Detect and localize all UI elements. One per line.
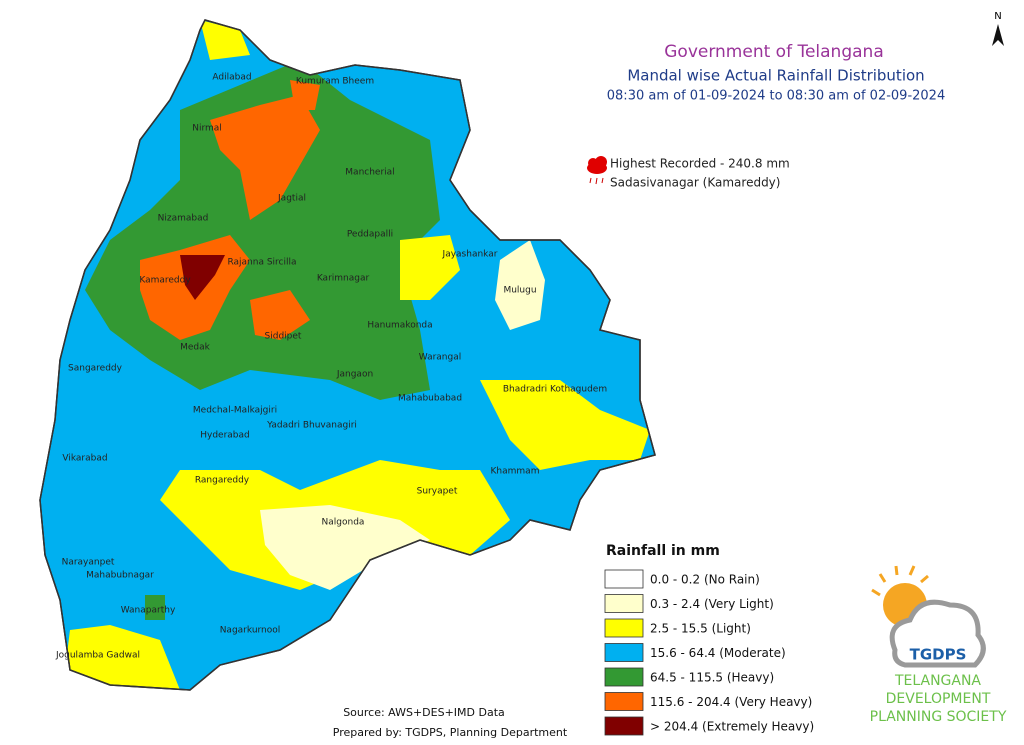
district-label: Wanaparthy — [121, 606, 176, 616]
district-label: Yadadri Bhuvanagiri — [266, 421, 357, 431]
rain-icon — [587, 156, 607, 185]
district-label: Nagarkurnool — [220, 626, 281, 636]
prepared-by: Prepared by: TGDPS, Planning Department — [333, 726, 568, 739]
district-label: Mahabubnagar — [86, 571, 154, 581]
district-label: Peddapalli — [347, 230, 393, 240]
legend-label: 0.0 - 0.2 (No Rain) — [650, 573, 760, 587]
legend-title: Rainfall in mm — [606, 543, 720, 559]
district-label: Nizamabad — [158, 214, 209, 224]
district-label: Bhadradri Kothagudem — [503, 385, 607, 395]
district-label: Jogulamba Gadwal — [55, 651, 140, 661]
district-label: Mahabubabad — [398, 394, 462, 404]
logo: TGDPS — [871, 565, 986, 668]
north-label: N — [994, 11, 1001, 22]
legend-swatch — [604, 643, 644, 662]
north-arrow — [992, 24, 1004, 46]
district-label: Nalgonda — [322, 518, 365, 528]
logo-name: PLANNING SOCIETY — [870, 709, 1007, 725]
state-border — [39, 19, 656, 691]
district-label: Nirmal — [192, 124, 222, 134]
district-label: Medak — [180, 343, 211, 353]
district-label: Adilabad — [212, 73, 251, 83]
state-map — [40, 20, 655, 690]
district-label: Mancherial — [345, 168, 394, 178]
legend-label: 64.5 - 115.5 (Heavy) — [650, 671, 774, 685]
source: Source: AWS+DES+IMD Data — [343, 706, 505, 719]
highest-location: Sadasivanagar (Kamareddy) — [610, 176, 780, 190]
district-label: Medchal-Malkajgiri — [193, 406, 277, 416]
legend-label: 2.5 - 15.5 (Light) — [650, 622, 751, 636]
logo-name: DEVELOPMENT — [886, 691, 991, 707]
legend-swatch — [604, 594, 644, 613]
district-label: Siddipet — [265, 332, 302, 342]
logo-name: TELANGANA — [894, 673, 981, 689]
district-label: Jangaon — [336, 370, 373, 380]
legend-label: 0.3 - 2.4 (Very Light) — [650, 597, 774, 611]
district-label: Sangareddy — [68, 364, 123, 374]
district-label: Suryapet — [417, 487, 458, 497]
legend-swatch — [604, 618, 644, 638]
district-label: Warangal — [419, 353, 462, 363]
district-label: Jagtial — [277, 194, 306, 204]
district-label: Kamareddy — [139, 276, 191, 286]
legend-swatch — [604, 667, 644, 687]
legend: 0.0 - 0.2 (No Rain) 0.3 - 2.4 (Very Light… — [604, 569, 814, 736]
legend-label: 15.6 - 64.4 (Moderate) — [650, 646, 786, 660]
district-labels: Adilabad Kumuram Bheem Nirmal Mancherial Jag… — [55, 73, 607, 661]
legend-swatch — [604, 569, 644, 589]
district-label: Rajanna Sircilla — [227, 258, 296, 268]
highest-value: Highest Recorded - 240.8 mm — [610, 157, 790, 171]
district-label: Rangareddy — [195, 476, 250, 486]
district-label: Hyderabad — [200, 431, 250, 441]
district-label: Kumuram Bheem — [296, 77, 374, 87]
district-label: Jayashankar — [442, 250, 498, 260]
legend-label: 115.6 - 204.4 (Very Heavy) — [650, 695, 812, 709]
legend-swatch — [604, 692, 644, 711]
legend-label: > 204.4 (Extremely Heavy) — [650, 720, 814, 734]
district-label: Khammam — [491, 467, 540, 477]
district-label: Hanumakonda — [367, 321, 432, 331]
logo-badge: TGDPS — [910, 646, 967, 664]
district-label: Karimnagar — [317, 274, 370, 284]
title: Government of Telangana — [664, 42, 883, 62]
district-label: Narayanpet — [62, 558, 115, 568]
district-label: Vikarabad — [62, 454, 107, 464]
period: 08:30 am of 01-09-2024 to 08:30 am of 02… — [607, 89, 945, 104]
legend-swatch — [604, 716, 644, 736]
subtitle: Mandal wise Actual Rainfall Distribution — [627, 67, 924, 85]
district-label: Mulugu — [503, 286, 536, 296]
